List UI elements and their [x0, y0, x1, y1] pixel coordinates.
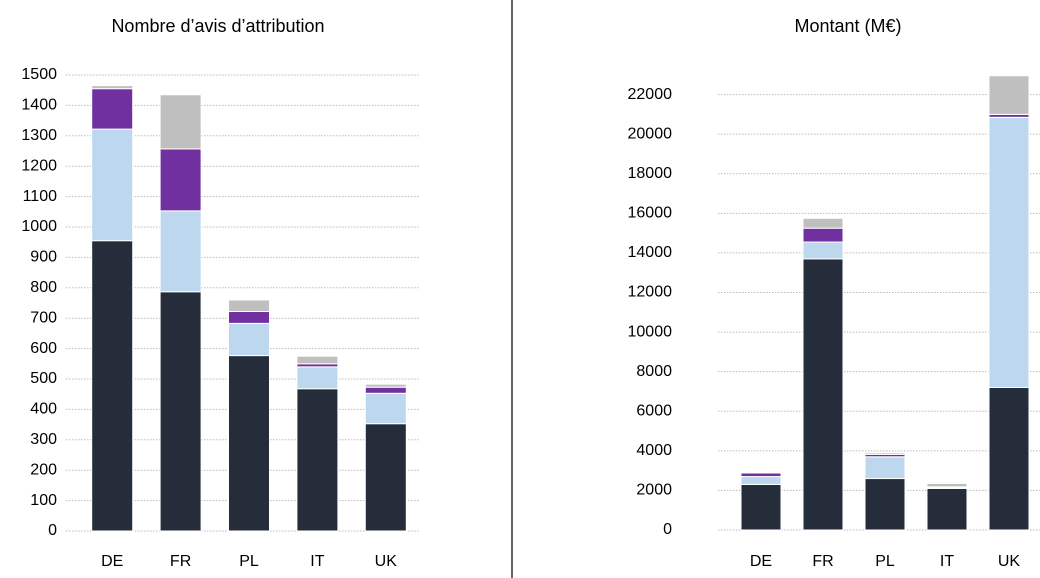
- y-tick-label: 700: [30, 309, 57, 326]
- bar-segment: [802, 227, 844, 243]
- bar-segment: [802, 217, 844, 229]
- chart-title: Nombre d’avis d’attribution: [111, 16, 324, 36]
- bar-segment: [864, 456, 906, 480]
- y-tick-label: 4000: [636, 442, 672, 459]
- x-tick-label: IT: [940, 553, 954, 570]
- bar-segment: [864, 478, 906, 531]
- y-tick-label: 400: [30, 401, 57, 418]
- bar-segment: [740, 483, 782, 531]
- bar-segment: [228, 311, 270, 324]
- bar-segment: [988, 387, 1030, 531]
- bar-segment: [864, 452, 906, 455]
- bar-segment: [296, 355, 339, 365]
- y-tick-label: 600: [30, 340, 57, 357]
- y-tick-label: 500: [30, 370, 57, 387]
- chart-title: Montant (M€): [794, 16, 901, 36]
- y-tick-label: 900: [30, 249, 57, 266]
- bar-segment: [159, 210, 202, 293]
- y-tick-label: 1400: [21, 97, 57, 114]
- y-tick-label: 100: [30, 492, 57, 509]
- bar-segment: [364, 383, 407, 388]
- y-tick-label: 1500: [21, 66, 57, 83]
- y-tick-label: 1200: [21, 157, 57, 174]
- y-tick-label: 0: [48, 522, 57, 539]
- bar-segment: [988, 75, 1030, 115]
- y-tick-label: 22000: [628, 86, 673, 103]
- bar-segment: [91, 88, 134, 130]
- x-tick-label: UK: [998, 553, 1021, 570]
- x-tick-label: FR: [170, 553, 191, 570]
- bar-segment: [91, 85, 134, 90]
- x-tick-label: IT: [310, 553, 324, 570]
- bar-segment: [802, 241, 844, 260]
- bar-segment: [159, 291, 202, 532]
- bar-segment: [988, 116, 1030, 388]
- bar-segment: [296, 388, 339, 532]
- x-tick-label: PL: [239, 553, 259, 570]
- y-tick-label: 1100: [23, 188, 58, 205]
- bar-segment: [740, 471, 782, 474]
- y-tick-label: 8000: [636, 363, 672, 380]
- bar-segment: [228, 322, 270, 357]
- y-tick-label: 1300: [21, 127, 57, 144]
- y-tick-label: 0: [663, 521, 672, 538]
- bar-segment: [228, 355, 270, 532]
- bar-segment: [364, 392, 407, 425]
- y-tick-label: 12000: [628, 284, 673, 301]
- y-tick-label: 1000: [21, 218, 57, 235]
- bar-segment: [926, 482, 968, 488]
- x-tick-label: PL: [875, 553, 895, 570]
- y-tick-label: 14000: [628, 244, 673, 261]
- y-tick-label: 18000: [628, 165, 673, 182]
- x-tick-label: DE: [750, 553, 772, 570]
- bar-segment: [91, 128, 134, 242]
- y-tick-label: 2000: [636, 482, 672, 499]
- y-tick-label: 16000: [628, 205, 673, 222]
- y-tick-label: 6000: [636, 402, 672, 419]
- bar-segment: [926, 487, 968, 531]
- bar-segment: [159, 148, 202, 212]
- bar-segment: [740, 472, 782, 478]
- bar-segment: [802, 258, 844, 531]
- bar-segment: [159, 94, 202, 150]
- y-tick-label: 20000: [628, 125, 673, 142]
- x-tick-label: DE: [101, 553, 123, 570]
- y-tick-label: 10000: [628, 323, 673, 340]
- y-tick-label: 200: [30, 461, 57, 478]
- bar-segment: [740, 476, 782, 485]
- x-tick-label: FR: [812, 553, 833, 570]
- bar-segment: [364, 386, 407, 394]
- x-tick-label: UK: [375, 553, 398, 570]
- bar-segment: [364, 423, 407, 532]
- bar-segment: [296, 366, 339, 390]
- y-tick-label: 800: [30, 279, 57, 296]
- bar-segment: [228, 299, 270, 313]
- y-tick-label: 300: [30, 431, 57, 448]
- bar-segment: [91, 240, 134, 532]
